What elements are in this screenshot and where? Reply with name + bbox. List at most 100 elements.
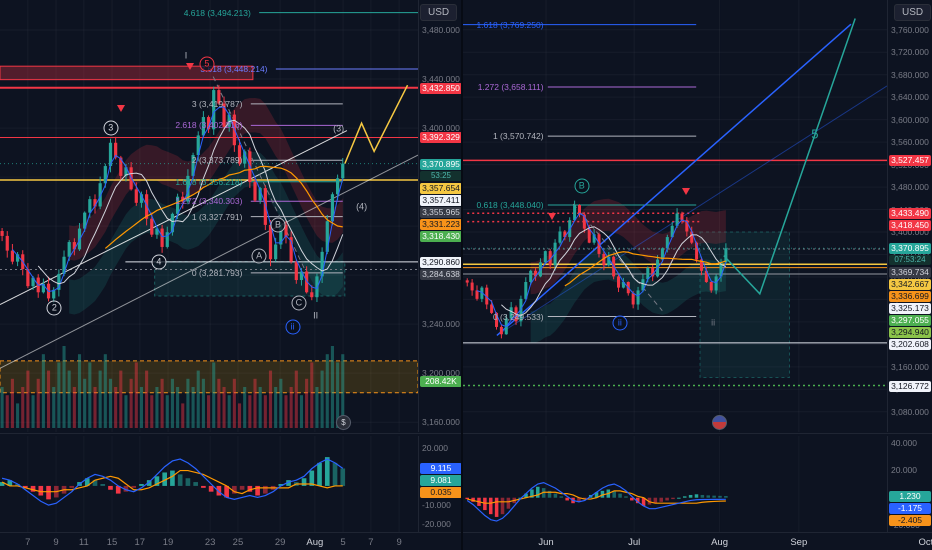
wave-label[interactable]: 3 [103, 120, 119, 136]
price-badge-value: 3,369.734 [889, 267, 931, 279]
right-currency-toggle[interactable]: USD [894, 4, 932, 21]
time-tick-label: Sep [790, 537, 808, 548]
left-price-scale[interactable]: 3,480.0003,440.0003,400.0003,360.0003,32… [418, 0, 464, 432]
price-badge: 3,370.895 07:53:24 [889, 243, 931, 266]
time-tick-label: 11 [78, 537, 89, 548]
price-tick-label: 3,400.000 [891, 227, 929, 237]
right-chart-overlay: 1.618 (3,769.250) 1.272 (3,658.111) 1 (3,5… [463, 0, 887, 432]
right-macd-canvas[interactable] [463, 436, 887, 532]
time-tick-label: Aug [306, 537, 324, 548]
left-currency-toggle[interactable]: USD [420, 4, 458, 21]
event-glyph: $ [341, 418, 346, 427]
fib-level-label[interactable]: 2.618 (3,402.216) [175, 120, 243, 131]
left-indicator-scale[interactable]: 20.000 -10.000 -20.000 9.115 9.081 0.035 [418, 436, 464, 532]
indicator-value-badge: 0.035 [420, 487, 462, 499]
price-tick-label: 3,200.000 [422, 368, 460, 379]
time-tick-label: 29 [274, 537, 286, 548]
wave-label[interactable]: ii [285, 319, 301, 335]
price-badge: 3,370.895 53:25 [420, 158, 462, 181]
left-price-chart-canvas[interactable] [0, 0, 418, 432]
fib-level-label[interactable]: 3 (3,419.787) [191, 98, 243, 109]
price-badge-value: 3,355.965 [420, 206, 462, 218]
indicator-badge-value: 1.230 [889, 491, 931, 503]
price-badge-value: 3,370.895 [889, 243, 931, 255]
wave-label[interactable]: A [251, 248, 267, 264]
right-price-chart-canvas[interactable] [463, 0, 887, 432]
wave-label[interactable]: ii [711, 317, 716, 328]
right-time-axis[interactable]: Jun Jul Aug Sep Oct [463, 532, 932, 550]
indicator-tick-label: -20.000 [422, 519, 451, 530]
price-badge-value: 3,202.608 [889, 339, 931, 351]
economic-event-us-flag-icon[interactable] [712, 415, 727, 430]
indicator-badge-value: 0.035 [420, 487, 462, 499]
time-tick-label: 7 [25, 537, 31, 548]
price-tick-label: 3,640.000 [891, 92, 929, 103]
fib-level-label[interactable]: 2 (3,373.789) [191, 155, 243, 166]
fib-level-label[interactable]: 0 (3,249.533) [492, 311, 544, 322]
time-tick-label: 19 [162, 537, 174, 548]
price-badge: 3,357.411 [420, 194, 462, 206]
price-badge: 3,432.850 [420, 82, 462, 94]
fib-level-label[interactable]: 1.272 (3,658.111) [477, 82, 544, 92]
wave-label[interactable]: I [184, 50, 188, 61]
indicator-badge-value: -2.405 [889, 515, 931, 527]
fib-level-label[interactable]: 1 (3,570.742) [492, 131, 544, 142]
left-macd-canvas[interactable] [0, 436, 418, 532]
price-tick-label: 3,440.000 [422, 74, 460, 85]
price-badge: 3,336.699 [889, 291, 931, 303]
price-badge: 3,527.457 [889, 155, 931, 167]
price-badge-value: 3,370.895 [420, 158, 462, 170]
chart-split-divider[interactable] [461, 0, 463, 550]
price-badge: 208.42K [420, 375, 462, 387]
wave-label[interactable]: C [291, 295, 307, 311]
fib-level-label[interactable]: 0 (3,281.793) [191, 267, 243, 278]
sell-signal-icon[interactable] [548, 213, 557, 221]
price-badge: 3,357.654 [420, 182, 462, 194]
price-badge: 3,318.430 [420, 230, 462, 242]
time-tick-label: 9 [396, 537, 402, 548]
fib-level-label[interactable]: 1.618 (3,356.218) [175, 176, 243, 187]
time-tick-label: 9 [53, 537, 59, 548]
time-tick-label: 17 [134, 537, 146, 548]
sell-signal-icon[interactable] [681, 188, 690, 196]
right-price-scale[interactable]: 3,760.000 3,720.000 3,680.000 3,640.000 3,60… [887, 0, 932, 432]
wave-label[interactable]: (4) [356, 201, 368, 211]
price-badge-value: 3,294.940 [889, 327, 931, 339]
fib-level-label[interactable]: 1.272 (3,340.303) [175, 196, 243, 207]
price-tick-label: 3,400.000 [422, 123, 460, 134]
fib-level-label[interactable]: 3.618 (3,448.214) [200, 63, 268, 74]
fib-level-label[interactable]: 1 (3,327.791) [191, 211, 243, 222]
price-badge-value: 3,342.667 [889, 279, 931, 291]
economic-event-icon[interactable]: $ [336, 415, 351, 430]
fib-level-label[interactable]: 4.618 (3,494.213) [183, 7, 251, 18]
wave-label[interactable]: II [313, 310, 319, 321]
wave-label[interactable]: 2 [46, 300, 62, 316]
pane-divider[interactable] [0, 433, 932, 434]
price-badge-value: 3,357.654 [420, 182, 462, 194]
wave-label[interactable]: ii [612, 315, 628, 331]
price-badge-value: 3,432.850 [420, 82, 462, 94]
price-tick-label: 3,160.000 [422, 417, 460, 428]
sell-signal-icon[interactable] [117, 105, 126, 113]
price-badge: 3,433.490 [889, 208, 931, 220]
price-tick-label: 3,600.000 [891, 114, 929, 125]
wave-label[interactable]: 4 [151, 254, 167, 270]
price-tick-label: 3,080.000 [891, 406, 929, 417]
wave-label[interactable]: 5 [199, 56, 215, 72]
price-badge: 3,331.223 [420, 218, 462, 230]
time-tick-label: 25 [232, 537, 244, 548]
price-badge: 3,202.608 [889, 339, 931, 351]
left-time-axis[interactable]: 7 9 11 15 17 19 23 25 29 Aug 5 7 9 [0, 532, 463, 550]
wave-label[interactable]: 5 [811, 126, 819, 142]
wave-label[interactable]: (3) [333, 123, 345, 134]
price-badge: 3,355.965 [420, 206, 462, 218]
price-badge-value: 3,126.772 [889, 380, 931, 392]
wave-label[interactable]: B [270, 217, 286, 233]
fib-level-label[interactable]: 0.618 (3,448.040) [476, 200, 544, 211]
price-badge-value: 3,297.055 [889, 315, 931, 327]
wave-label[interactable]: B [574, 178, 590, 194]
sell-signal-icon[interactable] [186, 63, 195, 71]
fib-level-label[interactable]: 1.618 (3,769.250) [476, 19, 544, 30]
